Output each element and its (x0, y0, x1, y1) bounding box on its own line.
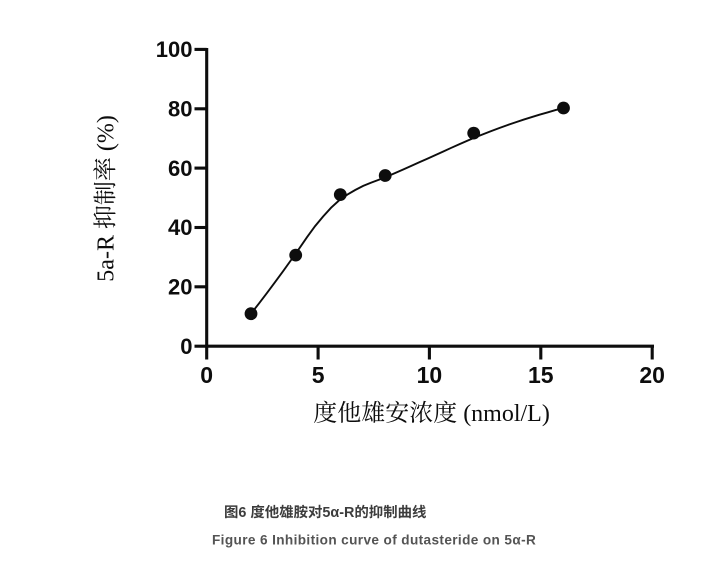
svg-text:(nmol/L): (nmol/L) (457, 401, 550, 427)
svg-text:0: 0 (180, 334, 192, 359)
svg-text:15: 15 (528, 362, 554, 388)
svg-text:5α-R: 5α-R (322, 505, 355, 521)
svg-text:80: 80 (168, 97, 192, 122)
svg-text:20: 20 (168, 275, 192, 300)
svg-text:60: 60 (168, 156, 192, 181)
svg-text:20: 20 (639, 362, 665, 388)
svg-text:40: 40 (168, 215, 192, 240)
svg-text:Figure 6 Inhibition curve of d: Figure 6 Inhibition curve of dutasteride… (212, 533, 536, 548)
svg-text:10: 10 (417, 362, 443, 388)
svg-text:100: 100 (156, 37, 193, 62)
svg-text:5a-R: 5a-R (94, 229, 120, 282)
svg-text:5: 5 (312, 362, 325, 388)
svg-text:6: 6 (238, 505, 250, 521)
svg-text:0: 0 (200, 362, 213, 388)
svg-text:(%): (%) (94, 115, 120, 157)
